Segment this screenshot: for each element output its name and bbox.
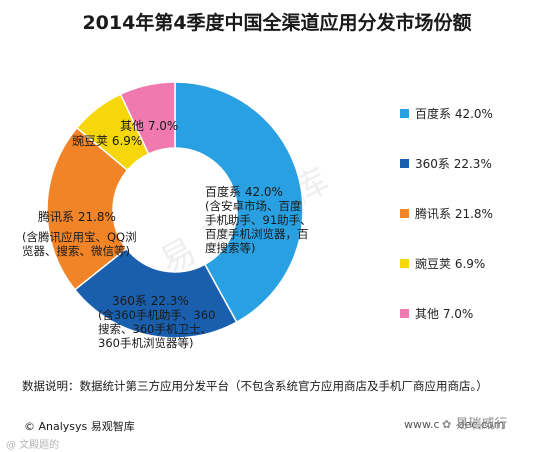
slice-label-tencent: 腾讯系 21.8% (含腾讯应用宝、QQ浏 览器、搜索、微信等)	[22, 210, 137, 258]
slice-label-baidu: 百度系 42.0% (含安卓市场、百度 手机助手、91助手、 百度手机浏览器，百…	[205, 185, 312, 255]
legend-label-baidu: 百度系 42.0%	[415, 106, 493, 121]
legend-label-360: 360系 22.3%	[415, 156, 492, 171]
slice-label-baidu-line-4: 度搜索等)	[205, 241, 256, 255]
slice-label-360-line-1: (含360手机助手、360	[98, 308, 216, 322]
legend-label-other: 其他 7.0%	[415, 306, 474, 321]
slice-label-tencent-line-1: (含腾讯应用宝、QQ浏	[22, 230, 137, 244]
slice-label-wandoujia-line-0: 豌豆荚 6.9%	[72, 134, 143, 148]
slice-label-360: 360系 22.3% (含360手机助手、360 搜索、360手机卫士、 360…	[98, 294, 215, 350]
donut-slice-360	[73, 247, 238, 339]
copyright: © Analysys 易观智库	[24, 420, 135, 433]
website-tail: dec.com	[457, 418, 505, 431]
slice-label-tencent-line-0: 腾讯系 21.8%	[38, 210, 116, 224]
corner-mark: @ 文殿题的	[6, 440, 60, 451]
legend-item-wandoujia: 豌豆荚 6.9%	[400, 254, 550, 272]
source-mark-text: 易瑞威行	[455, 417, 508, 432]
slice-label-baidu-line-2: 手机助手、91助手、	[205, 213, 312, 227]
donut-slice-baidu	[174, 81, 304, 324]
legend-label-tencent: 腾讯系 21.8%	[415, 206, 493, 221]
legend-item-baidu: 百度系 42.0%	[400, 104, 550, 122]
chart-title: 2014年第4季度中国全渠道应用分发市场份额	[82, 12, 472, 34]
legend-swatch-tencent	[400, 208, 409, 218]
wechat-icon: ✿	[442, 418, 452, 431]
slice-label-baidu-line-1: (含安卓市场、百度	[205, 199, 302, 213]
slice-label-baidu-line-3: 百度手机浏览器，百	[205, 227, 309, 241]
slice-label-360-line-0: 360系 22.3%	[112, 294, 189, 308]
slice-label-baidu-line-0: 百度系 42.0%	[205, 185, 283, 199]
legend-swatch-baidu	[400, 108, 409, 118]
website-head: www.c	[404, 418, 440, 431]
legend-swatch-wandoujia	[400, 258, 409, 268]
legend-swatch-other	[400, 308, 409, 318]
website: www.c dec.com	[404, 418, 504, 431]
slice-label-360-line-2: 搜索、360手机卫士、	[98, 322, 212, 336]
slice-label-other: 其他 7.0%	[120, 119, 178, 133]
data-note: 数据说明：数据统计第三方应用分发平台（不包含系统官方应用商店及手机厂商应用商店。…	[22, 379, 488, 393]
slice-label-360-line-3: 360手机浏览器等)	[98, 336, 194, 350]
legend-item-tencent: 腾讯系 21.8%	[400, 204, 550, 222]
legend-item-other: 其他 7.0%	[400, 304, 550, 322]
chart-legend: 百度系 42.0% 360系 22.3% 腾讯系 21.8% 豌豆荚 6.9% …	[400, 104, 550, 354]
donut-slice-tencent	[46, 126, 129, 291]
donut-slice-other	[119, 81, 176, 155]
slice-label-other-line-0: 其他 7.0%	[120, 119, 179, 133]
slice-label-wandoujia: 豌豆荚 6.9%	[72, 134, 142, 148]
legend-swatch-360	[400, 158, 409, 168]
legend-label-wandoujia: 豌豆荚 6.9%	[415, 256, 486, 271]
legend-item-360: 360系 22.3%	[400, 154, 550, 172]
slice-label-tencent-line-2: 览器、搜索、微信等)	[22, 244, 130, 258]
source-mark: ✿ 易瑞威行	[442, 413, 507, 432]
